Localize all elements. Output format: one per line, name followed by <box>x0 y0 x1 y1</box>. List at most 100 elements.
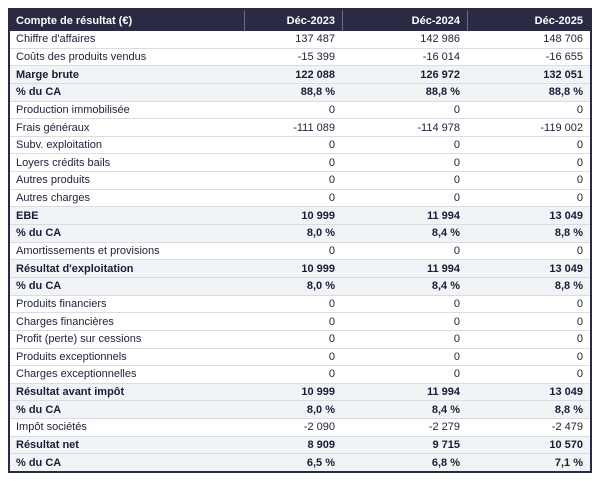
row-value: 0 <box>576 350 583 363</box>
row-label: Produits exceptionnels <box>16 350 127 363</box>
row-value: 13 049 <box>549 386 583 399</box>
row-label: Autres produits <box>16 174 90 187</box>
row-value: 0 <box>328 192 335 205</box>
row-value: 0 <box>576 333 583 346</box>
table-row: Marge brute 122 088 126 972 132 051 <box>10 65 590 83</box>
row-value: 0 <box>328 174 335 187</box>
table-row: Autres produits 0 0 0 <box>10 171 590 189</box>
table-row: Profit (perte) sur cessions 0 0 0 <box>10 329 590 348</box>
row-value: 137 487 <box>295 33 335 46</box>
table-row: % du CA 88,8 % 88,8 % 88,8 % <box>10 82 590 101</box>
row-label: Résultat d'exploitation <box>16 262 134 275</box>
row-value: 0 <box>328 315 335 328</box>
row-value: 10 999 <box>301 262 335 275</box>
row-label: Charges financières <box>16 315 114 328</box>
row-value: 0 <box>328 103 335 116</box>
row-value: -16 014 <box>422 50 460 63</box>
table-row: Frais généraux -111 089 -114 978 -119 00… <box>10 118 590 136</box>
row-label: % du CA <box>16 280 62 293</box>
row-value: 8,0 % <box>306 403 335 416</box>
table-row: Production immobilisée 0 0 0 <box>10 100 590 119</box>
row-value: 0 <box>576 315 583 328</box>
table-row: % du CA 8,0 % 8,4 % 8,8 % <box>10 224 590 242</box>
row-value: -2 479 <box>551 421 583 434</box>
row-label: Amortissements et provisions <box>16 245 160 257</box>
row-value: 8,0 % <box>306 227 335 240</box>
table-row: Chiffre d'affaires 137 487 142 986 148 7… <box>10 31 590 48</box>
row-value: 0 <box>328 350 335 363</box>
row-value: 0 <box>453 368 460 381</box>
row-value: 0 <box>328 139 335 152</box>
row-value: -15 399 <box>297 50 335 63</box>
header-col-dec-2024: Déc-2024 <box>342 10 467 31</box>
row-value: 0 <box>328 156 335 169</box>
row-value: 126 972 <box>420 68 460 81</box>
table-row: Loyers crédits bails 0 0 0 <box>10 153 590 172</box>
row-value: 11 994 <box>426 209 460 222</box>
row-value: 8 909 <box>307 439 335 452</box>
row-value: 0 <box>576 156 583 169</box>
header-label: Compte de résultat (€) <box>16 14 133 27</box>
row-label: Charges exceptionnelles <box>16 368 137 381</box>
row-value: 0 <box>453 350 460 363</box>
row-label: % du CA <box>16 86 62 99</box>
header-col-dec-2025: Déc-2025 <box>467 10 590 31</box>
row-value: 142 986 <box>420 33 460 46</box>
row-value: 0 <box>453 156 460 169</box>
table-row: Résultat avant impôt 10 999 11 994 13 04… <box>10 382 590 401</box>
row-value: 0 <box>576 297 583 310</box>
table-row: Amortissements et provisions 0 0 0 <box>10 241 590 260</box>
row-value: 0 <box>576 245 583 257</box>
row-label: EBE <box>16 209 39 222</box>
row-value: 0 <box>453 174 460 187</box>
row-value: 88,8 % <box>425 86 460 99</box>
row-label: Produits financiers <box>16 297 107 310</box>
table-row: Charges exceptionnelles 0 0 0 <box>10 365 590 383</box>
row-label: Loyers crédits bails <box>16 156 111 169</box>
row-value: 0 <box>453 139 460 152</box>
row-value: 8,4 % <box>431 403 460 416</box>
row-value: 8,4 % <box>431 280 460 293</box>
row-value: 8,8 % <box>554 227 583 240</box>
row-value: 0 <box>328 297 335 310</box>
row-value: 8,8 % <box>554 403 583 416</box>
row-value: 0 <box>576 174 583 187</box>
table-row: Coûts des produits vendus -15 399 -16 01… <box>10 47 590 66</box>
table-row: % du CA 8,0 % 8,4 % 8,8 % <box>10 400 590 419</box>
row-value: 11 994 <box>426 262 460 275</box>
table-row: Autres charges 0 0 0 <box>10 188 590 207</box>
row-value: 0 <box>328 368 335 381</box>
row-value: 122 088 <box>295 68 335 81</box>
row-value: 0 <box>453 297 460 310</box>
row-label: Marge brute <box>16 68 79 81</box>
table-row: % du CA 6,5 % 6,8 % 7,1 % <box>10 453 590 472</box>
table-row: Résultat d'exploitation 10 999 11 994 13… <box>10 259 590 277</box>
row-value: 0 <box>576 192 583 205</box>
row-value: 0 <box>453 103 460 116</box>
row-value: 0 <box>453 315 460 328</box>
table-body: Chiffre d'affaires 137 487 142 986 148 7… <box>10 31 590 472</box>
income-statement-table: Compte de résultat (€) Déc-2023 Déc-2024… <box>8 8 592 473</box>
row-value: 8,0 % <box>306 280 335 293</box>
row-value: 0 <box>328 245 335 257</box>
row-value: 132 051 <box>543 68 583 81</box>
row-value: 10 570 <box>549 439 583 452</box>
table-row: EBE 10 999 11 994 13 049 <box>10 206 590 225</box>
row-value: 0 <box>576 139 583 152</box>
row-label: Production immobilisée <box>16 103 130 116</box>
row-value: -16 655 <box>545 50 583 63</box>
row-value: 7,1 % <box>554 456 583 469</box>
row-value: 0 <box>453 245 460 257</box>
row-label: Résultat net <box>16 439 79 452</box>
row-value: -2 090 <box>303 421 335 434</box>
row-value: 0 <box>576 103 583 116</box>
row-label: % du CA <box>16 456 62 469</box>
table-row: Charges financières 0 0 0 <box>10 312 590 330</box>
row-value: -119 002 <box>540 121 583 134</box>
row-value: 11 994 <box>426 386 460 399</box>
row-value: 6,8 % <box>431 456 460 469</box>
row-label: Coûts des produits vendus <box>16 50 147 63</box>
row-label: Autres charges <box>16 192 90 205</box>
row-value: 0 <box>576 368 583 381</box>
row-value: 88,8 % <box>300 86 335 99</box>
